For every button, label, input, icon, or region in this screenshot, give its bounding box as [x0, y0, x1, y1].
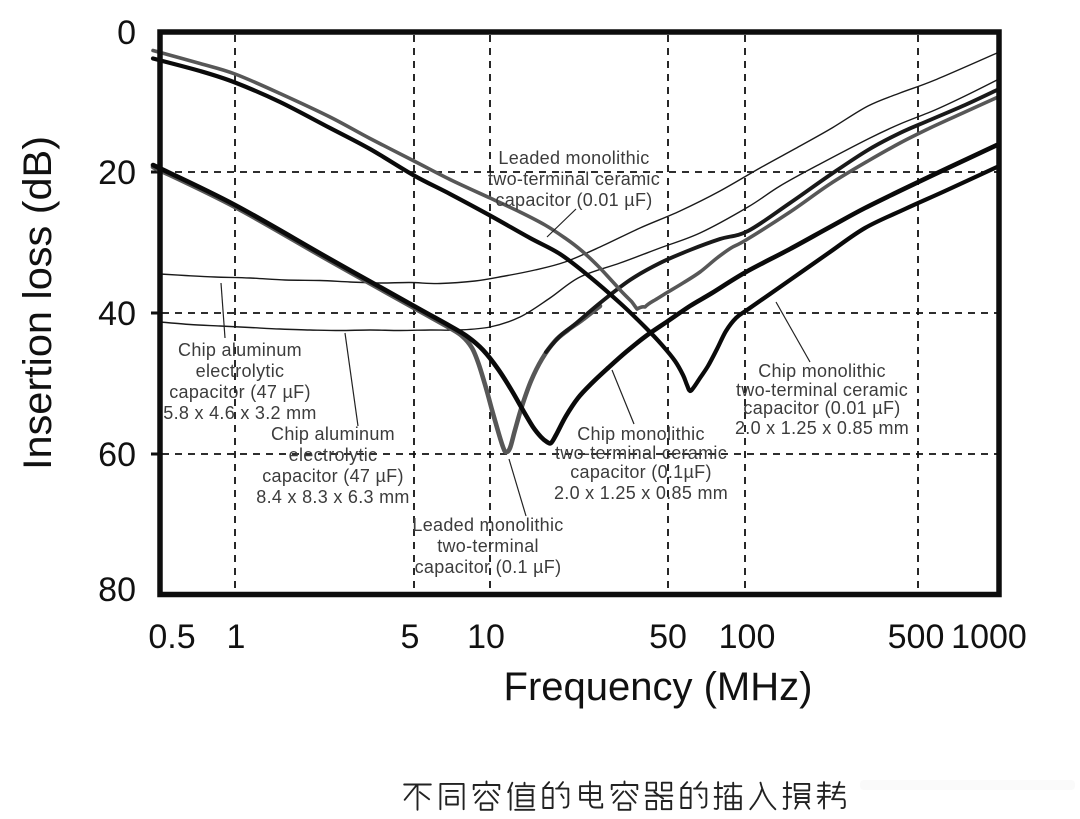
- svg-text:capacitor (47 µF): capacitor (47 µF): [169, 382, 311, 402]
- svg-text:Leaded monolithic: Leaded monolithic: [498, 148, 649, 168]
- svg-text:0: 0: [117, 14, 136, 52]
- svg-text:40: 40: [98, 295, 136, 333]
- svg-text:Chip monolithic: Chip monolithic: [758, 361, 886, 381]
- svg-text:2.0 x 1.25 x 0.85 mm: 2.0 x 1.25 x 0.85 mm: [735, 418, 909, 438]
- svg-text:capacitor (0.01 µF): capacitor (0.01 µF): [495, 190, 652, 210]
- svg-text:500: 500: [888, 618, 945, 656]
- svg-text:electrolytic: electrolytic: [289, 445, 378, 465]
- svg-text:0.5: 0.5: [148, 618, 195, 656]
- svg-text:capacitor (0.1 µF): capacitor (0.1 µF): [415, 557, 562, 577]
- svg-text:capacitor (0.1µF): capacitor (0.1µF): [570, 462, 712, 482]
- svg-text:80: 80: [98, 571, 136, 609]
- svg-text:8.4 x 8.3 x 6.3 mm: 8.4 x 8.3 x 6.3 mm: [256, 487, 409, 507]
- svg-text:Leaded monolithic: Leaded monolithic: [412, 515, 563, 535]
- svg-text:Chip aluminum: Chip aluminum: [178, 340, 302, 360]
- svg-text:Chip monolithic: Chip monolithic: [577, 424, 705, 444]
- svg-text:capacitor (0.01 µF): capacitor (0.01 µF): [743, 398, 900, 418]
- svg-text:Frequency (MHz): Frequency (MHz): [504, 665, 813, 709]
- svg-text:1000: 1000: [951, 618, 1027, 656]
- svg-text:20: 20: [98, 154, 136, 192]
- svg-text:60: 60: [98, 436, 136, 474]
- svg-text:10: 10: [467, 618, 505, 656]
- svg-text:1: 1: [227, 618, 246, 656]
- svg-text:two-terminal ceramic: two-terminal ceramic: [736, 380, 908, 400]
- svg-text:two-terminal ceramic: two-terminal ceramic: [488, 169, 660, 189]
- svg-text:50: 50: [649, 618, 687, 656]
- svg-text:Chip aluminum: Chip aluminum: [271, 424, 395, 444]
- svg-text:2.0 x 1.25 x 0.85 mm: 2.0 x 1.25 x 0.85 mm: [554, 483, 728, 503]
- svg-text:Insertion loss (dB): Insertion loss (dB): [16, 136, 60, 470]
- svg-text:two-terminal: two-terminal: [437, 536, 539, 556]
- svg-text:5: 5: [401, 618, 420, 656]
- svg-text:electrolytic: electrolytic: [196, 361, 285, 381]
- svg-text:5.8 x 4.6 x 3.2 mm: 5.8 x 4.6 x 3.2 mm: [163, 403, 316, 423]
- svg-text:100: 100: [719, 618, 776, 656]
- svg-text:two-terminal ceramic: two-terminal ceramic: [555, 443, 727, 463]
- svg-text:capacitor (47 µF): capacitor (47 µF): [262, 466, 404, 486]
